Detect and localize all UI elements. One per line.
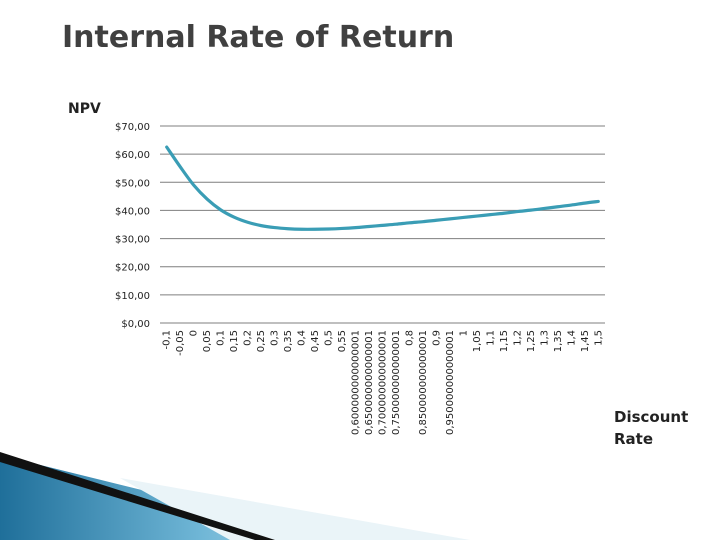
x-tick-label: 0,5 [324, 330, 335, 346]
x-tick-label: 1,2 [512, 330, 523, 346]
x-tick-label: 0,25 [256, 330, 267, 352]
x-tick-label: 0,2 [243, 330, 254, 346]
y-tick-label: $0,00 [121, 319, 150, 330]
y-tick-label: $10,00 [115, 291, 150, 302]
y-tick-label: $20,00 [115, 263, 150, 274]
x-tick-label: 0,3 [270, 330, 281, 346]
x-tick-label: 0,8 [404, 330, 415, 346]
y-tick-label: $30,00 [115, 235, 150, 246]
x-axis-label-line-1: Discount [614, 408, 689, 426]
x-tick-label: 1,45 [580, 330, 591, 352]
page-title: Internal Rate of Return [62, 20, 455, 55]
x-axis-label: Discount Rate [614, 406, 694, 450]
x-tick-label: 1,15 [499, 330, 510, 352]
x-tick-label: 1,25 [526, 330, 537, 352]
x-tick-label: 0,55 [337, 330, 348, 352]
y-tick-label: $60,00 [115, 150, 150, 161]
x-tick-label: 0,35 [283, 330, 294, 352]
x-tick-label: 0,15 [229, 330, 240, 352]
y-tick-label: $40,00 [115, 206, 150, 217]
deco-blue-shape [0, 455, 400, 540]
x-axis-label-line-2: Rate [614, 430, 654, 448]
x-tick-label: 1,1 [485, 330, 496, 346]
x-tick-label: 0,950000000000001 [445, 330, 456, 435]
x-tick-label: 1 [458, 330, 469, 336]
x-tick-label: 0,9 [431, 330, 442, 346]
x-tick-label: 0,45 [310, 330, 321, 352]
x-tick-label: 1,05 [472, 330, 483, 352]
x-tick-label: -0,05 [175, 330, 186, 356]
x-tick-label: -0,1 [162, 330, 173, 350]
x-tick-label: 1,3 [539, 330, 550, 346]
x-tick-label: 0,600000000000001 [351, 330, 362, 435]
y-axis-label: NPV [68, 101, 101, 117]
y-tick-label: $70,00 [115, 122, 150, 133]
x-tick-label: 1,4 [566, 330, 577, 346]
x-tick-label: 0,850000000000001 [418, 330, 429, 435]
x-tick-label: 0 [189, 330, 200, 336]
x-tick-label: 1,35 [553, 330, 564, 352]
x-tick-label: 0,4 [297, 330, 308, 346]
x-tick-label: 0,1 [216, 330, 227, 346]
x-tick-label: 0,700000000000001 [378, 330, 389, 435]
x-tick-label: 0,05 [202, 330, 213, 352]
deco-dark-stripe [0, 452, 275, 540]
x-tick-label: 0,750000000000001 [391, 330, 402, 435]
x-tick-label: 1,5 [593, 330, 604, 346]
y-tick-label: $50,00 [115, 178, 150, 189]
x-tick-label: 0,650000000000001 [364, 330, 375, 435]
